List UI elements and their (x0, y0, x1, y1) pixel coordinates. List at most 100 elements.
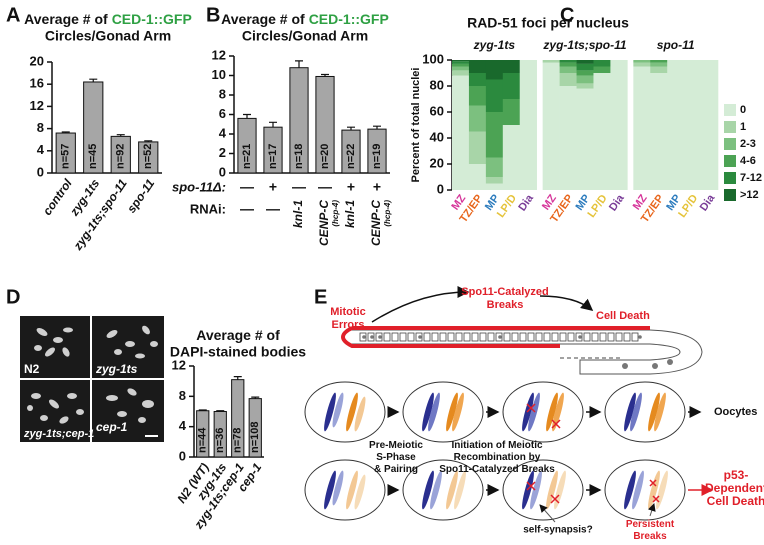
error-bar (89, 78, 98, 82)
stack-segment (576, 75, 594, 84)
error-bar (373, 125, 381, 130)
x-tick-label: knl-1 (291, 200, 305, 228)
stack-segment (452, 75, 470, 190)
error-bar (243, 113, 251, 119)
line: Persistent (626, 519, 675, 530)
diagram-label: Initiation of Meiotic Recombination by Spo… (439, 440, 555, 475)
bar-annotation: n=18 (293, 144, 305, 169)
legend-swatch (724, 189, 736, 201)
bar-annotation: n=78 (232, 428, 244, 453)
diagram (304, 286, 714, 523)
stack-segment (576, 70, 594, 76)
x-tick-label: Dia (698, 192, 718, 214)
line: Recombination by (454, 452, 541, 463)
legend-swatch (724, 138, 736, 150)
group-label: zyg-1ts;spo-11 (542, 38, 626, 52)
stack-segment (468, 164, 487, 190)
stack-segment (559, 73, 577, 86)
stack-segment (650, 62, 668, 67)
error-bar (61, 131, 70, 134)
y-tick-label: 4 (219, 125, 227, 140)
chart-title: RAD-51 foci per nucleus (467, 15, 629, 31)
stack-segment (559, 62, 577, 67)
stack-segment (485, 177, 504, 184)
line: S-Phase (376, 452, 416, 463)
y-tick-label: 12 (30, 98, 44, 113)
bar-annotation: n=20 (319, 144, 331, 169)
diagram-label: self-synapsis? (523, 525, 592, 536)
line: Cell Death (707, 494, 764, 508)
stack-segment (610, 60, 628, 190)
legend-label: >12 (740, 189, 759, 201)
y-tick-label: 20 (30, 53, 44, 68)
bar-annotation: n=21 (241, 144, 253, 169)
x-tick-label: CENP-C (317, 200, 331, 246)
bar-annotation: n=17 (267, 144, 279, 169)
chart-title: Average # of CED-1::GFP (24, 11, 192, 27)
y-tick-label: 60 (430, 103, 444, 118)
group-label: zyg-1ts (473, 38, 516, 52)
stack-segment (633, 62, 651, 67)
line: Spo11-Catalyzed (461, 286, 548, 298)
error-bar (198, 409, 207, 411)
image-label: cep-1 (96, 420, 128, 434)
micrographs (20, 316, 164, 442)
line: Dependent (705, 481, 764, 495)
bar-annotation: n=36 (214, 428, 226, 453)
title-text: Average # of (221, 11, 305, 27)
category-note: (hcp-4) (331, 200, 340, 227)
error-bar (233, 376, 242, 380)
legend-swatch (724, 121, 736, 133)
condition-value: + (347, 179, 355, 195)
stack-segment (576, 60, 594, 64)
y-axis-label: Percent of total nuclei (410, 68, 422, 183)
panel-label: A (6, 4, 20, 26)
error-bar (295, 60, 303, 68)
stack-segment (468, 60, 487, 73)
stack-segment (468, 86, 487, 106)
legend-swatch (724, 155, 736, 167)
diagram-label: Cell Death (596, 310, 650, 322)
title-highlight: CED-1::GFP (112, 11, 192, 27)
error-bar (347, 126, 355, 131)
stack-segment (576, 88, 594, 190)
image-label: N2 (24, 362, 40, 376)
title-highlight: CED-1::GFP (309, 11, 389, 27)
diagram-label: Oocytes (714, 406, 757, 418)
stack-segment (559, 66, 577, 73)
x-tick-label: CENP-C (369, 200, 383, 246)
stack-segment (485, 60, 504, 80)
stack-segment (542, 62, 560, 190)
line: Pre-Meiotic (369, 440, 423, 451)
stack-segment (650, 60, 668, 63)
condition-value: + (373, 179, 381, 195)
stack-segment (502, 125, 521, 190)
error-bar (116, 134, 125, 137)
chart-subtitle: Circles/Gonad Arm (45, 28, 171, 44)
condition-value: + (269, 179, 277, 195)
stack-segment (593, 73, 611, 190)
category-axis-label: RNAi: (190, 201, 226, 216)
image-label: zyg-1ts (95, 362, 138, 376)
x-tick-label: Dia (607, 192, 627, 214)
line: Breaks (487, 299, 524, 311)
diagram-label: Persistent Breaks (626, 519, 675, 542)
stack-segment (452, 66, 470, 71)
y-tick-label: 8 (219, 86, 226, 101)
x-tick-label: — (266, 201, 280, 217)
x-tick-label: — (240, 201, 254, 217)
stack-segment (485, 112, 504, 158)
stack-segment (485, 79, 504, 112)
y-tick-label: 16 (30, 76, 44, 91)
panel-label: D (6, 286, 20, 308)
y-tick-label: 8 (37, 120, 44, 135)
stack-segment (542, 60, 560, 63)
stack-segment (452, 60, 470, 62)
legend-label: 4-6 (740, 155, 756, 167)
condition-value: — (240, 179, 254, 195)
y-tick-label: 0 (179, 448, 186, 463)
y-tick-label: 12 (212, 47, 226, 62)
legend-label: 0 (740, 104, 746, 116)
title-text: Average # of (24, 11, 108, 27)
